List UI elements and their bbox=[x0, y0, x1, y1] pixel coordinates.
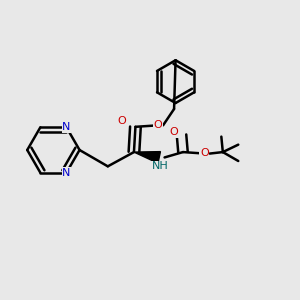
Text: O: O bbox=[200, 148, 209, 158]
Text: N: N bbox=[62, 122, 71, 132]
Polygon shape bbox=[134, 152, 161, 163]
Text: O: O bbox=[170, 128, 178, 137]
Text: NH: NH bbox=[152, 161, 169, 171]
Text: N: N bbox=[62, 168, 71, 178]
Text: O: O bbox=[118, 116, 126, 126]
Text: O: O bbox=[153, 120, 162, 130]
